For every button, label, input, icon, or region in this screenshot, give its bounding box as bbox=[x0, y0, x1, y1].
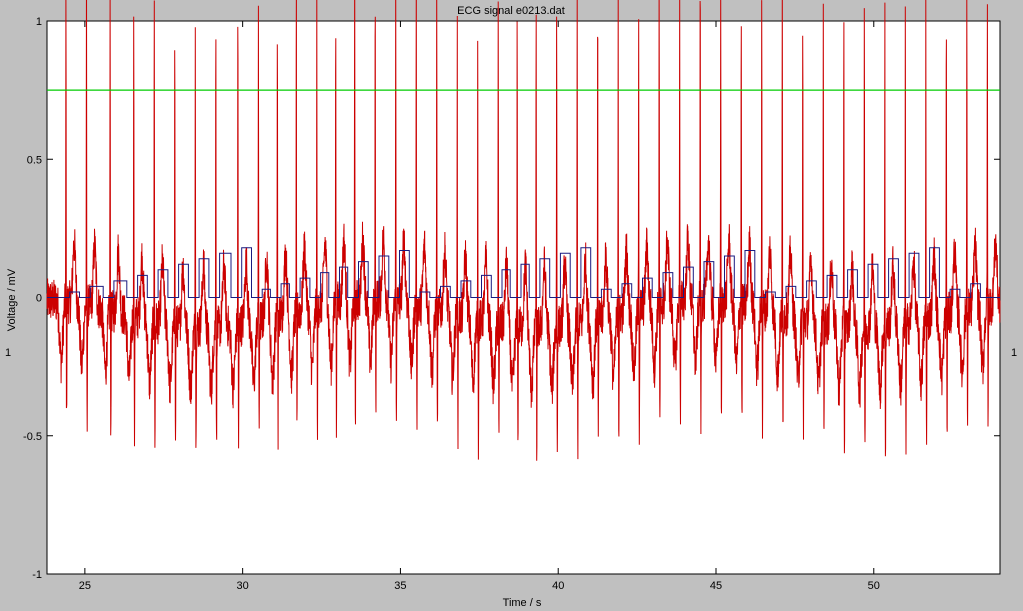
x-tick-labels: 25 30 35 40 45 50 bbox=[79, 580, 880, 592]
y-tick-labels: -1 -0.5 0 0.5 1 bbox=[23, 16, 42, 581]
y-tick-label: 0.5 bbox=[27, 154, 42, 166]
x-tick-label: 40 bbox=[552, 580, 564, 592]
x-tick-label: 30 bbox=[237, 580, 249, 592]
chart-title: ECG signal e0213.dat bbox=[457, 5, 565, 17]
axis-ticks bbox=[47, 20, 1000, 575]
left-side-label: 1 bbox=[5, 347, 11, 359]
x-tick-label: 25 bbox=[79, 580, 91, 592]
y-tick-label: 1 bbox=[36, 16, 42, 28]
y-tick-label: 0 bbox=[36, 293, 42, 305]
y-tick-label: -1 bbox=[32, 569, 42, 581]
annotation-step-series bbox=[47, 247, 1000, 298]
ecg-signal-series bbox=[46, 0, 1001, 461]
x-axis-label: Time / s bbox=[503, 597, 542, 609]
x-tick-label: 35 bbox=[394, 580, 406, 592]
x-tick-label: 50 bbox=[868, 580, 880, 592]
y-tick-label: -0.5 bbox=[23, 431, 42, 443]
x-tick-label: 45 bbox=[710, 580, 722, 592]
right-side-label: 1 bbox=[1011, 347, 1017, 359]
y-axis-label: Voltage / mV bbox=[6, 268, 18, 331]
